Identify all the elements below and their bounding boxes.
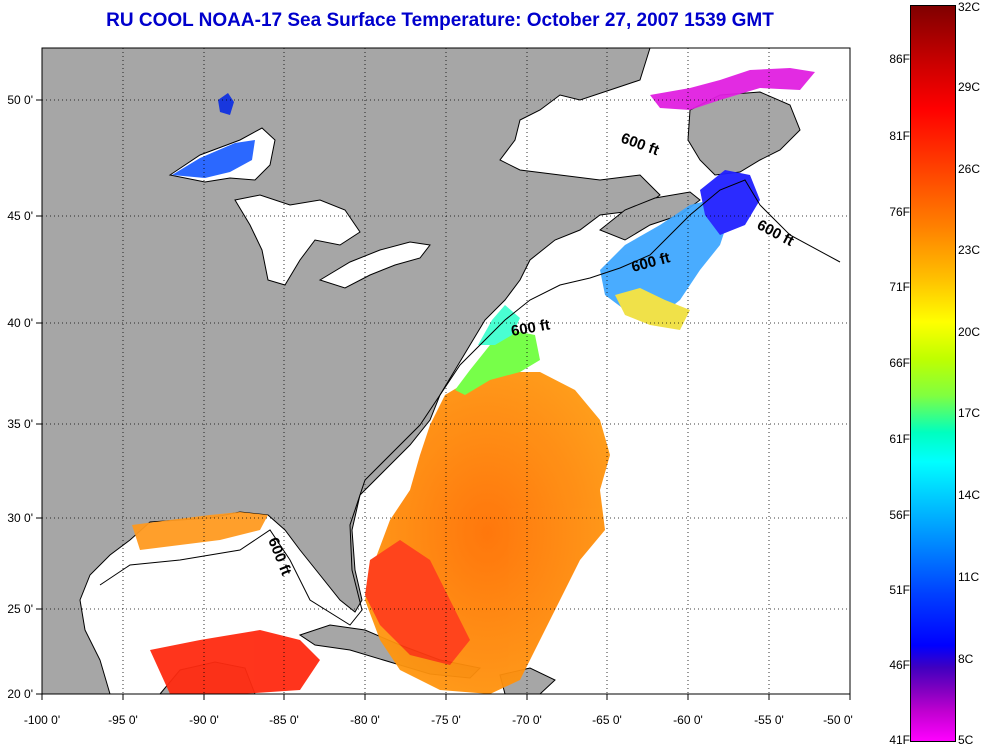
lon-tick-label: -60 0' [673,713,703,727]
colorbar-f-label: 86F [889,52,910,66]
lon-tick-label: -55 0' [754,713,784,727]
colorbar-f-label: 46F [889,658,910,672]
colorbar-f-label: 41F [889,733,910,747]
lat-tick-label: 30 0' [7,511,33,525]
colorbar-c-label: 29C [958,80,981,94]
sst-newfoundland-blue [700,170,760,235]
lat-tick-label: 25 0' [7,602,33,616]
lon-tick-label: -85 0' [269,713,299,727]
colorbar-f-label: 56F [889,508,910,522]
map-title: RU COOL NOAA-17 Sea Surface Temperature:… [106,10,774,31]
isobath-label-midatlantic: 600 ft [510,316,552,340]
sst-bahamas-red [365,540,470,665]
lat-tick-label: 40 0' [7,316,33,330]
sst-superior-blue [172,140,255,178]
sst-data [132,68,815,694]
colorbar-c-label: 32C [958,0,981,14]
colorbar-c-label: 11C [958,570,980,584]
sst-shelf-yellow [615,288,690,330]
lon-tick-label: -80 0' [350,713,380,727]
colorbar-f-label: 51F [889,583,910,597]
lat-tick-label: 50 0' [7,93,33,107]
sst-caribbean-red [150,630,320,694]
colorbar-c-label: 20C [958,325,981,339]
colorbar-gradient [910,5,956,742]
latitude-labels: 50 0' 45 0' 40 0' 35 0' 30 0' 25 0' 20 0… [7,93,33,701]
colorbar-c-label: 5C [958,733,974,747]
sst-labrador-magenta [650,68,815,110]
lon-tick-label: -95 0' [108,713,138,727]
sst-midatlantic-cool [455,330,540,395]
lat-tick-label: 20 0' [7,687,33,701]
colorbar-c-label: 17C [958,406,981,420]
sst-slope-teal [478,305,520,345]
colorbar-f-label: 71F [889,280,910,294]
colorbar-c-label: 14C [958,488,981,502]
lon-tick-label: -65 0' [592,713,622,727]
lon-tick-label: -70 0' [512,713,542,727]
longitude-labels: -100 0' -95 0' -90 0' -85 0' -80 0' -75 … [24,713,853,727]
sst-nipigon-blue [218,93,234,115]
sst-map: 600 ft 600 ft 600 ft 600 ft 600 ft [7,47,853,727]
colorbar-f-label: 81F [889,129,910,143]
newfoundland-land [687,91,801,176]
sst-georges-bank-blue [600,200,730,320]
lon-tick-label: -90 0' [189,713,219,727]
colorbar-f-label: 61F [889,432,910,446]
sst-gulf-coast [132,512,268,550]
colorbar: 86F 81F 76F 71F 66F 61F 56F 51F 46F 41F … [860,0,984,754]
tick-marks [36,99,851,700]
colorbar-c-label: 26C [958,162,981,176]
colorbar-f-label: 66F [889,356,910,370]
colorbar-f-label: 76F [889,205,910,219]
lake-michigan-huron [234,194,361,286]
lat-tick-label: 45 0' [7,209,33,223]
colorbar-c-label: 23C [958,243,981,257]
lon-tick-label: -100 0' [24,713,60,727]
isobath-600ft [99,179,841,626]
lon-tick-label: -50 0' [823,713,853,727]
colorbar-c-label: 8C [958,652,974,666]
lat-tick-label: 35 0' [7,417,33,431]
lon-tick-label: -75 0' [431,713,461,727]
graticule [42,48,850,694]
